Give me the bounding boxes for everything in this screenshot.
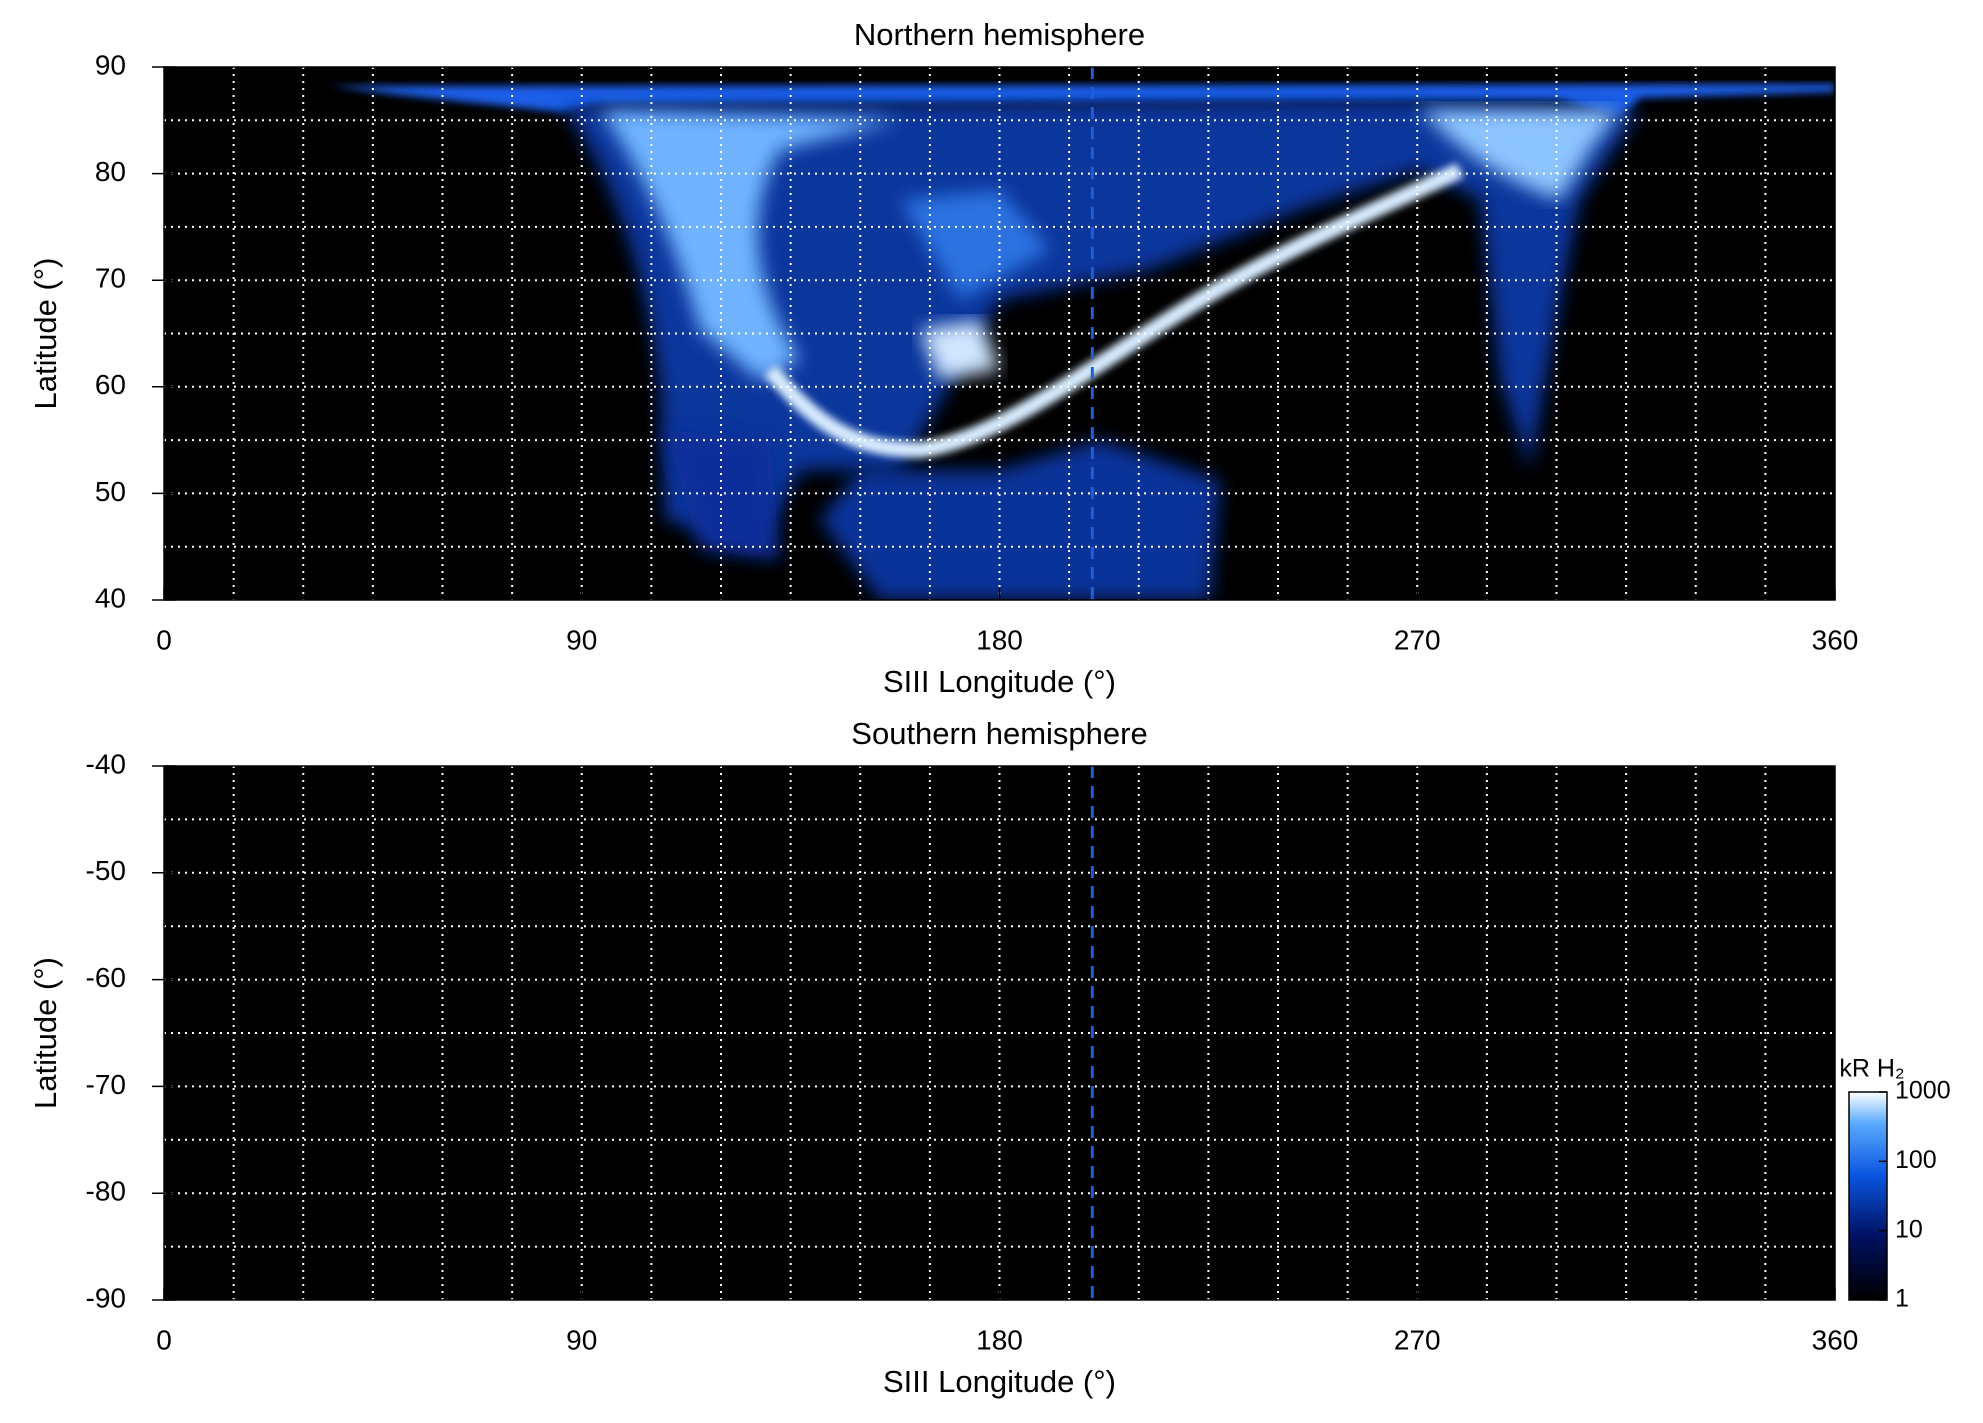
x-tick-label: 180 (976, 624, 1023, 655)
x-tick-label: 270 (1394, 624, 1441, 655)
x-tick-label: 360 (1812, 1324, 1859, 1355)
x-tick-label: 0 (156, 1324, 172, 1355)
colorbar-tick-label: 100 (1895, 1146, 1937, 1174)
y-tick-label: 90 (95, 49, 126, 80)
colorbar-tick-label: 10 (1895, 1215, 1923, 1243)
y-axis-title: Latitude (°) (28, 957, 63, 1109)
x-axis-title: SIII Longitude (°) (883, 1364, 1116, 1399)
chart-title: Southern hemisphere (851, 716, 1147, 751)
y-tick-label: -70 (86, 1069, 126, 1100)
y-tick-label: -80 (86, 1176, 126, 1207)
y-tick-label: 40 (95, 582, 126, 613)
y-tick-label: -60 (86, 962, 126, 993)
x-tick-label: 90 (566, 624, 597, 655)
y-tick-label: -90 (86, 1282, 126, 1313)
y-tick-label: -50 (86, 855, 126, 886)
colorbar-label: kR H₂ (1839, 1055, 1904, 1083)
x-tick-label: 180 (976, 1324, 1023, 1355)
chart-title: Northern hemisphere (854, 17, 1145, 52)
y-tick-label: 80 (95, 156, 126, 187)
colorbar-tick-label: 1 (1895, 1285, 1909, 1313)
colorbar (1848, 1091, 1888, 1301)
y-tick-label: 60 (95, 369, 126, 400)
emission-map (330, 84, 1835, 600)
x-tick-label: 90 (566, 1324, 597, 1355)
colorbar-tick-label: 1000 (1895, 1077, 1951, 1105)
x-tick-label: 360 (1812, 624, 1859, 655)
y-tick-label: -40 (86, 748, 126, 779)
y-axis-title: Latitude (°) (28, 258, 63, 410)
x-axis-title: SIII Longitude (°) (883, 664, 1116, 699)
y-tick-label: 70 (95, 263, 126, 294)
x-tick-label: 0 (156, 624, 172, 655)
x-tick-label: 270 (1394, 1324, 1441, 1355)
y-tick-label: 50 (95, 476, 126, 507)
